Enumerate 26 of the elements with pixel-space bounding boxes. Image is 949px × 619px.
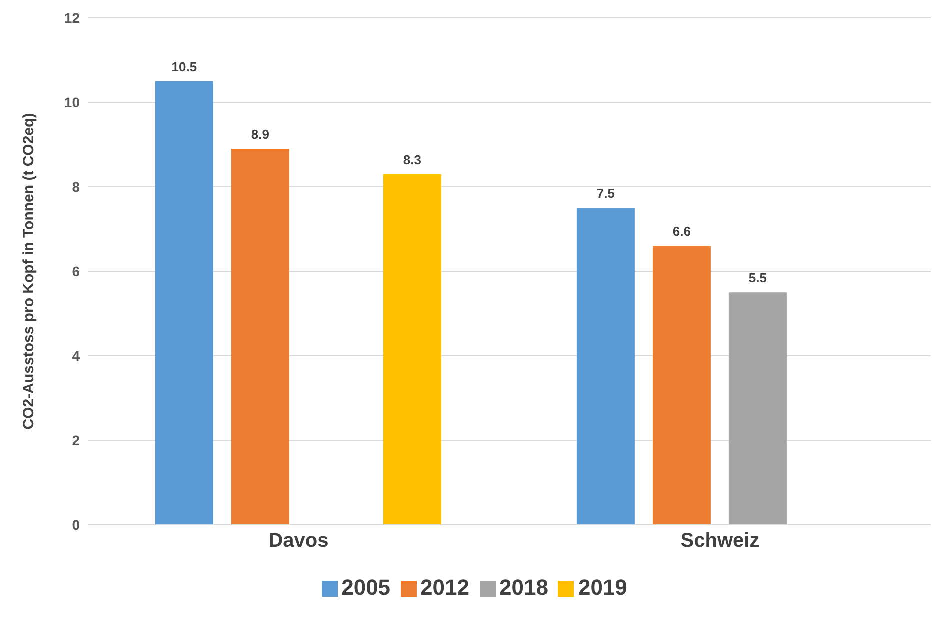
bar bbox=[652, 246, 711, 525]
legend-label: 2019 bbox=[578, 575, 628, 600]
x-tick-label: Schweiz bbox=[680, 530, 760, 552]
legend-label: 2005 bbox=[342, 575, 391, 600]
data-label: 10.5 bbox=[172, 59, 198, 74]
y-tick-label: 4 bbox=[72, 348, 80, 364]
data-label: 6.6 bbox=[672, 224, 691, 240]
y-axis-title: CO2-Ausstoss pro Kopf in Tonnen (t CO2eq) bbox=[20, 113, 38, 430]
data-label: 5.5 bbox=[748, 270, 767, 286]
data-label: 8.9 bbox=[251, 126, 270, 142]
y-tick-label: 10 bbox=[64, 94, 80, 110]
bar bbox=[155, 81, 214, 525]
legend-label: 2018 bbox=[500, 575, 548, 600]
legend-label: 2012 bbox=[420, 575, 470, 600]
y-tick-label: 6 bbox=[72, 263, 80, 280]
x-tick-label: Davos bbox=[268, 530, 329, 552]
data-label: 8.3 bbox=[403, 152, 422, 168]
y-tick-label: 2 bbox=[72, 432, 80, 448]
y-tick-label: 8 bbox=[72, 178, 80, 195]
bar bbox=[383, 174, 442, 525]
bar bbox=[728, 292, 787, 525]
y-tick-label: 12 bbox=[64, 10, 80, 26]
data-label: 7.5 bbox=[596, 186, 615, 202]
bar bbox=[231, 148, 290, 525]
y-tick-label: 0 bbox=[72, 516, 80, 533]
bar bbox=[576, 208, 635, 525]
